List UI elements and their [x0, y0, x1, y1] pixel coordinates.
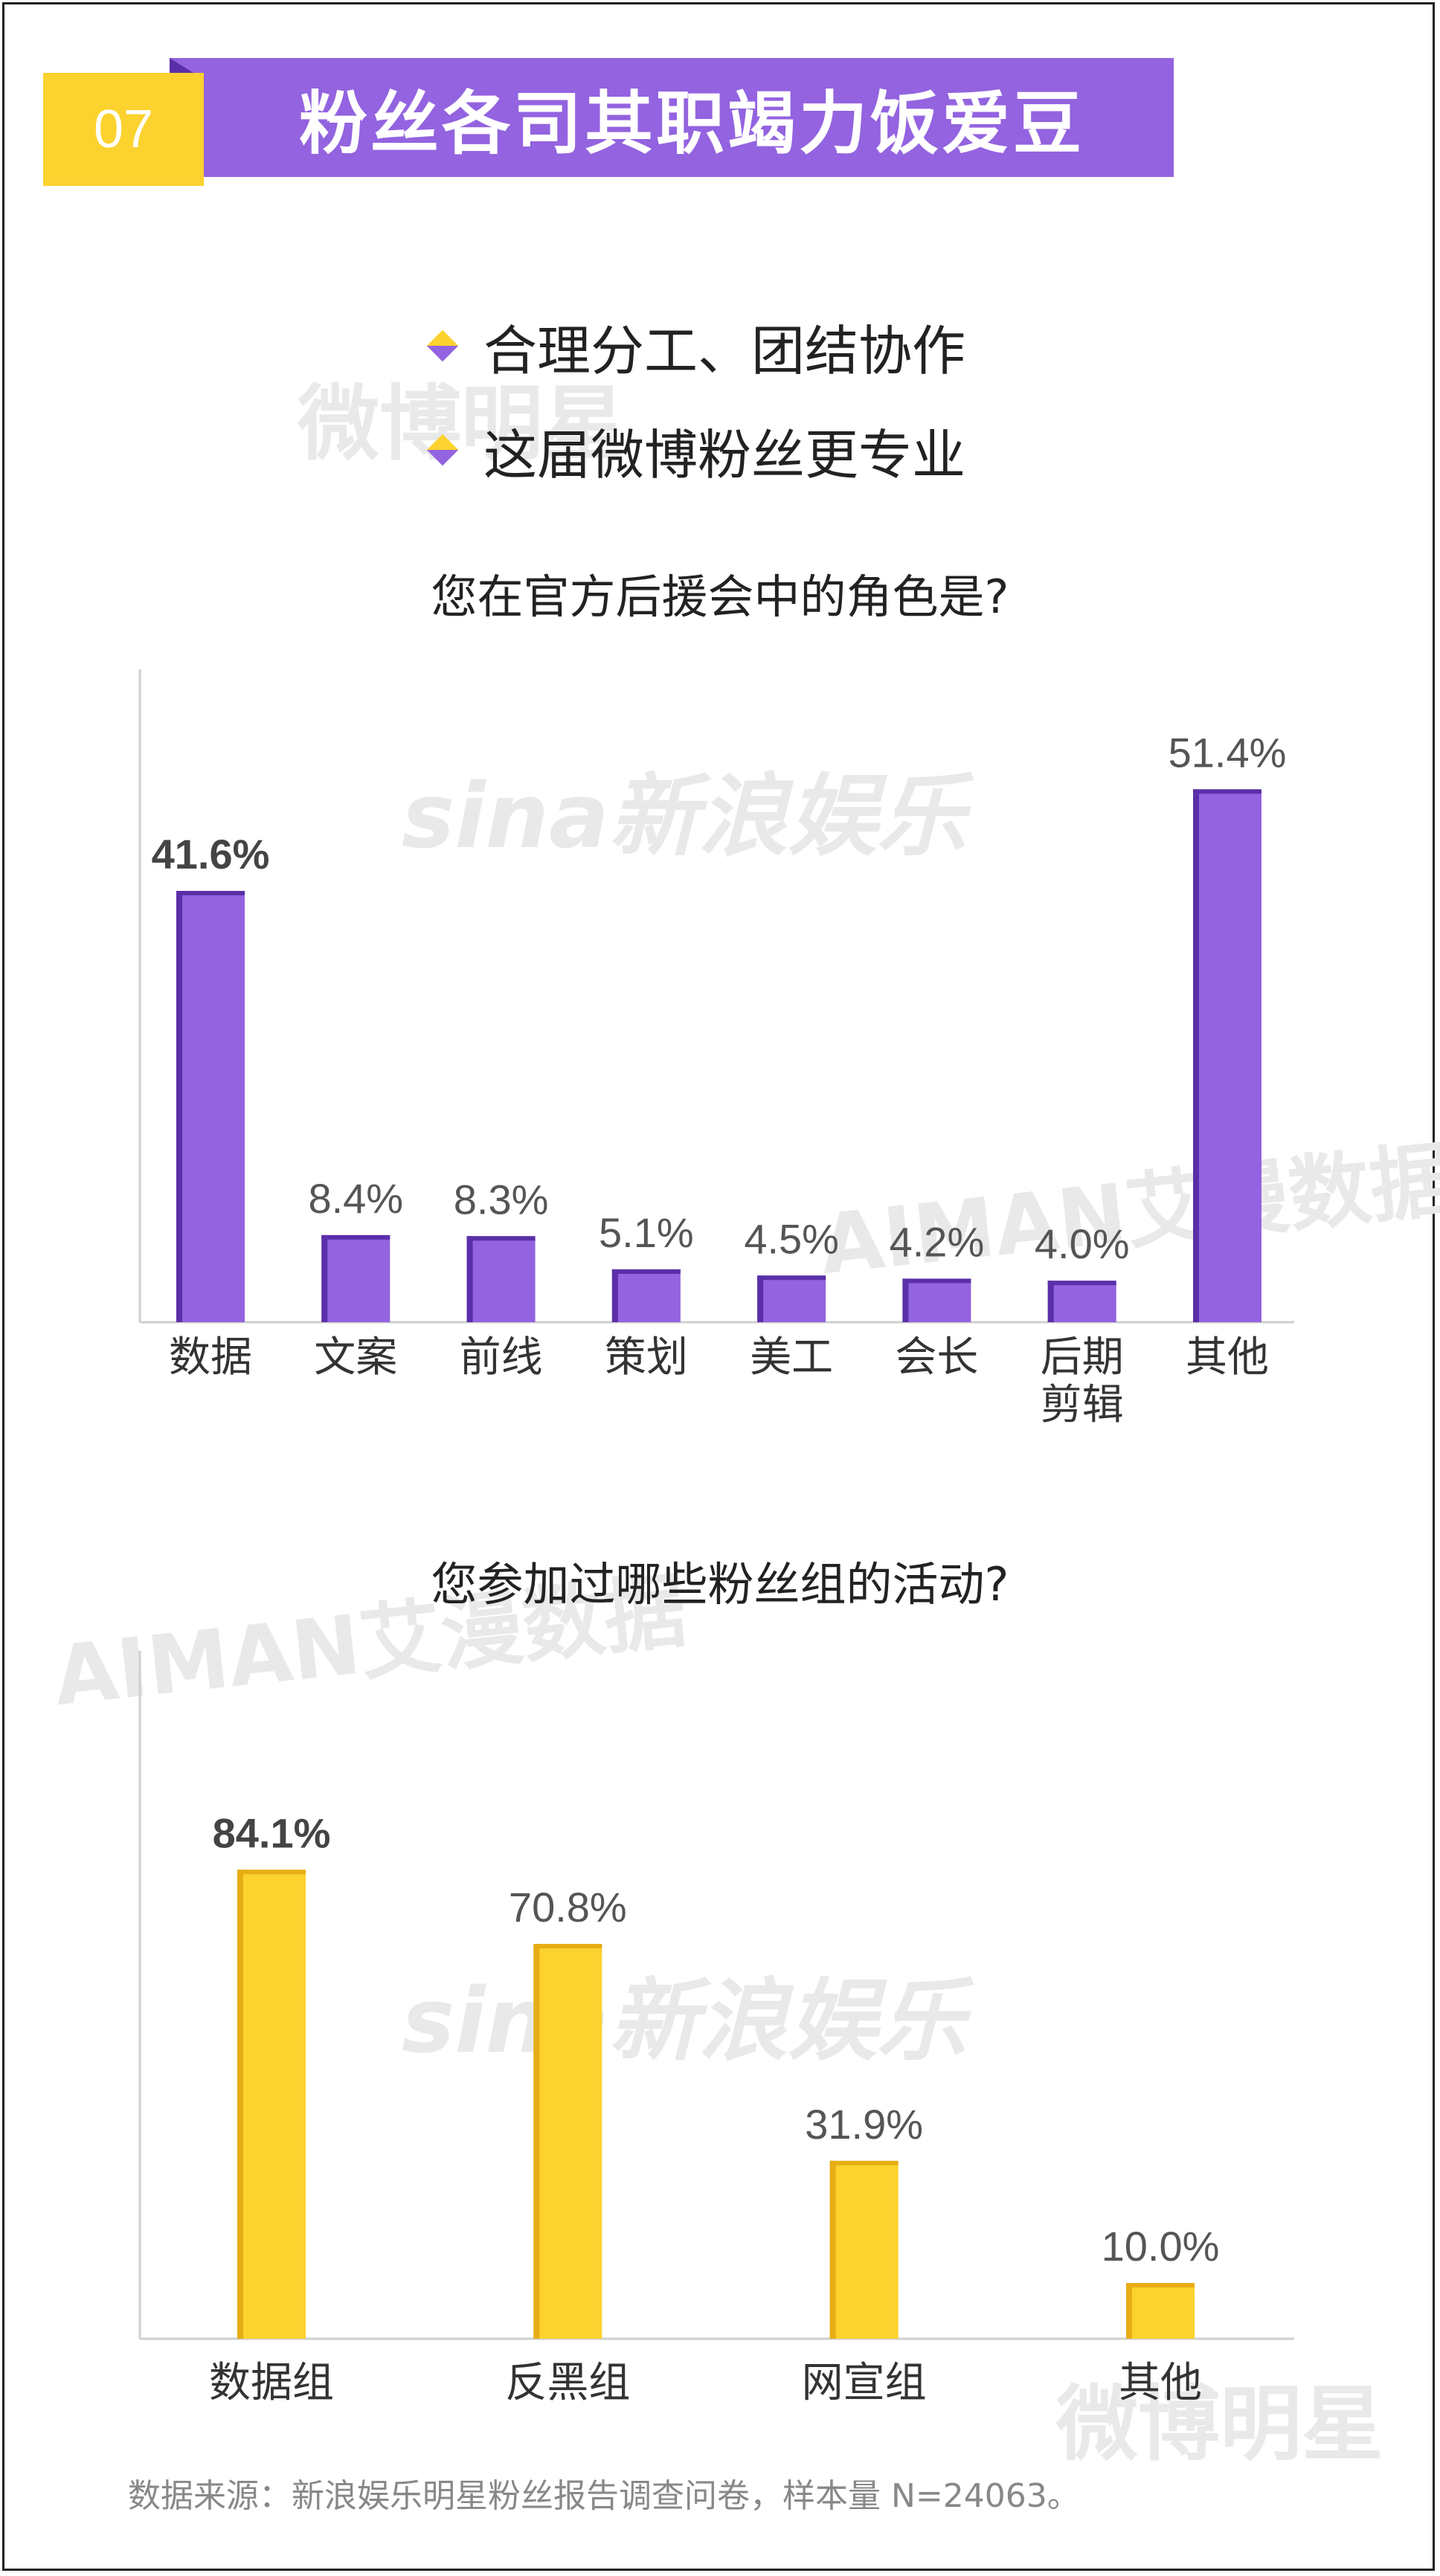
watermark-weibo-star-top: 微博明星	[298, 376, 625, 471]
bar	[321, 1234, 390, 1322]
bar-edge	[176, 891, 182, 1322]
chart-title-activities: 您参加过哪些粉丝组的活动?	[431, 1557, 1009, 1611]
key-points: 合理分工、团结协作 这届微博粉丝更专业	[426, 294, 966, 502]
data-label: 4.0%	[1035, 1220, 1130, 1267]
bar-edge	[829, 2160, 836, 2339]
category-label: 文案	[314, 1333, 397, 1382]
header-banner	[170, 58, 1174, 177]
bar-edge	[1047, 1281, 1054, 1322]
data-label: 8.3%	[454, 1176, 549, 1223]
page-title: 粉丝各司其职竭力饭爱豆	[298, 83, 1084, 164]
key-point: 合理分工、团结协作	[426, 294, 966, 398]
bar-edge	[533, 1944, 540, 2339]
bar-edge	[237, 1870, 243, 2339]
category-label: 前线	[460, 1333, 543, 1382]
bar-edge	[466, 1236, 473, 1322]
bar	[829, 2160, 899, 2339]
data-label: 5.1%	[599, 1209, 694, 1256]
section-number: 07	[43, 73, 204, 186]
bar-top-edge	[611, 1269, 681, 1274]
bar	[902, 1278, 971, 1322]
bar-edge	[1193, 789, 1199, 1322]
bar-top-edge	[829, 2160, 899, 2166]
chart-title-roles: 您在官方后援会中的角色是?	[431, 570, 1009, 624]
bar-top-edge	[1047, 1281, 1116, 1286]
category-label: 其他	[1186, 1333, 1269, 1382]
bar	[237, 1870, 306, 2339]
category-label: 数据	[169, 1333, 252, 1382]
key-point: 这届微博粉丝更专业	[426, 398, 966, 502]
watermark-sina-bottom: sina新浪娱乐	[402, 1970, 966, 2073]
data-label: 4.5%	[744, 1215, 839, 1262]
data-label: 70.8%	[509, 1884, 627, 1931]
bar-edge	[321, 1234, 328, 1322]
data-label: 10.0%	[1102, 2223, 1220, 2270]
bar-top-edge	[1193, 789, 1261, 794]
watermark-weibo-star-bottom: 微博明星	[1056, 2377, 1383, 2472]
watermark-sina-top: sina新浪娱乐	[402, 765, 966, 869]
category-label: 会长	[895, 1333, 978, 1382]
category-label: 后期	[1041, 1333, 1124, 1382]
bar-top-edge	[757, 1275, 826, 1281]
chart-roles: 41.6% 数据 8.4% 文案 8.3% 前线 5.1% 策划 4.5% 美工 4.2% 会长 4.0…	[138, 669, 1294, 1429]
category-label: 其他	[1119, 2359, 1202, 2407]
bar	[1047, 1281, 1116, 1322]
chart-activities: 84.1% 数据组 70.8% 反黑组 31.9% 网宣组 10.0% 其他	[138, 1651, 1294, 2407]
bar-top-edge	[1126, 2283, 1195, 2287]
bar-edge	[757, 1275, 764, 1322]
data-label: 4.2%	[890, 1218, 985, 1265]
category-label: 网宣组	[802, 2359, 927, 2407]
key-point-text: 合理分工、团结协作	[483, 319, 966, 382]
data-source-note: 数据来源：新浪娱乐明星粉丝报告调查问卷，样本量 N=24063。	[128, 2477, 1080, 2515]
bar	[757, 1275, 826, 1322]
data-label: 51.4%	[1169, 729, 1287, 776]
category-label: 策划	[605, 1333, 688, 1382]
bar	[611, 1269, 681, 1322]
data-label: 31.9%	[805, 2101, 923, 2148]
data-label: 84.1%	[213, 1809, 331, 1856]
data-label: 8.4%	[308, 1175, 403, 1222]
category-label: 美工	[750, 1333, 833, 1382]
bar-top-edge	[237, 1870, 306, 1875]
bar-edge	[1126, 2283, 1132, 2339]
bar	[1193, 789, 1261, 1322]
bar-top-edge	[902, 1278, 971, 1284]
key-point-text: 这届微博粉丝更专业	[483, 423, 966, 486]
bar-top-edge	[533, 1944, 602, 1948]
data-label: 41.6%	[152, 831, 270, 878]
diamond-bullet-icon	[426, 434, 459, 466]
bar-top-edge	[176, 891, 245, 896]
bar-edge	[611, 1269, 618, 1322]
category-label: 剪辑	[1041, 1381, 1124, 1429]
category-label: 反黑组	[505, 2359, 630, 2407]
bar	[1126, 2283, 1195, 2339]
bar	[533, 1944, 602, 2339]
diamond-bullet-icon	[426, 329, 459, 362]
category-label: 数据组	[209, 2359, 334, 2407]
bar-edge	[902, 1278, 909, 1322]
bar-top-edge	[466, 1236, 536, 1241]
bar	[466, 1236, 536, 1322]
bar	[176, 891, 245, 1322]
bar-top-edge	[321, 1234, 390, 1240]
